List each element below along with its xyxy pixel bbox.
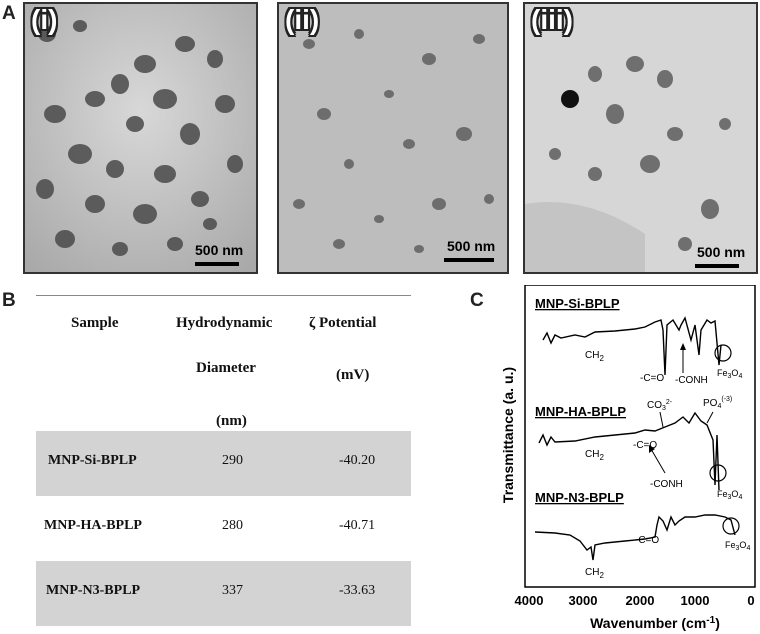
scale-bar — [195, 262, 239, 266]
peak-label-ch2: CH2 — [585, 449, 604, 462]
x-tick: 0 — [747, 593, 754, 608]
scale-text: 500 nm — [697, 244, 746, 260]
cell-sample: MNP-N3-BPLP — [46, 583, 141, 598]
header-zeta-1: ζ Potential — [309, 315, 377, 331]
peak-label-ch2: CH2 — [585, 567, 604, 580]
arrow-head — [649, 445, 655, 453]
cell-sample: MNP-Si-BPLP — [48, 453, 137, 468]
peak-label-co: -C=O — [633, 440, 657, 451]
panel-a-letter: A — [2, 3, 16, 24]
annotation-arrow — [650, 448, 666, 474]
peak-label-conh: -CONH — [675, 375, 708, 386]
scale-text: 500 nm — [195, 242, 244, 258]
properties-table: Sample Hydrodynamic Diameter (nm) ζ Pote… — [36, 295, 411, 630]
peak-label-co: -C=O — [635, 535, 659, 546]
table-top-rule — [36, 295, 411, 296]
header-zeta-2: (mV) — [336, 367, 370, 383]
header-diameter-2: Diameter — [196, 360, 256, 376]
cell-diameter: 280 — [222, 518, 243, 533]
fe3o4-circle — [722, 517, 740, 535]
tem-image-3: (iii) 500 nm — [523, 2, 758, 274]
tem-micrograph-2 — [279, 4, 507, 272]
panel-b-letter: B — [2, 290, 16, 311]
peak-label-po4: PO4(-3) — [703, 396, 732, 410]
image-label-ii: (ii) — [285, 4, 320, 35]
x-tick: 1000 — [681, 593, 710, 608]
tem-image-2: (ii) 500 nm — [277, 2, 509, 274]
spectrum-name: MNP-Si-BPLP — [535, 296, 620, 311]
scale-text: 500 nm — [447, 238, 496, 254]
table-row: MNP-Si-BPLP 290 -40.20 — [36, 431, 411, 496]
cell-zeta: -33.63 — [339, 583, 376, 598]
peak-label-conh: -CONH — [650, 479, 683, 490]
tem-image-1: (i) 500 nm — [23, 2, 258, 274]
tem-micrograph-1 — [25, 4, 256, 272]
peak-label-co3: CO32- — [647, 399, 673, 412]
peak-label-fe3o4: Fe3O4 — [717, 489, 742, 501]
header-diameter-3: (nm) — [216, 413, 247, 429]
spectrum-name: MNP-HA-BPLP — [535, 404, 626, 419]
spectrum-line-ha — [538, 411, 720, 491]
ir-spectra-plot: Transmittance (a. u.) 4000 3000 2000 100… — [500, 285, 756, 631]
annotation-line — [659, 411, 664, 428]
spectrum-line-si — [542, 316, 722, 376]
tem-micrograph-3 — [525, 4, 756, 272]
plot-frame — [524, 285, 756, 588]
cell-zeta: -40.71 — [339, 518, 376, 533]
x-tick: 3000 — [569, 593, 598, 608]
peak-label-co: -C=O — [640, 373, 664, 384]
spectrum-name: MNP-N3-BPLP — [535, 490, 624, 505]
peak-label-fe3o4: Fe3O4 — [725, 540, 750, 552]
scale-bar — [444, 258, 494, 262]
x-tick: 2000 — [626, 593, 655, 608]
image-label-i: (i) — [31, 4, 58, 35]
scale-bar — [695, 264, 739, 268]
panel-c-letter: C — [470, 290, 484, 311]
peak-label-ch2: CH2 — [585, 350, 604, 363]
y-axis-label: Transmittance (a. u.) — [500, 367, 516, 503]
header-diameter-1: Hydrodynamic — [176, 315, 273, 331]
fe3o4-circle — [714, 344, 732, 362]
x-axis-label: Wavenumber (cm-1) — [590, 615, 720, 631]
peak-label-fe3o4: Fe3O4 — [717, 368, 742, 380]
cell-diameter: 290 — [222, 453, 243, 468]
table-row: MNP-N3-BPLP 337 -33.63 — [36, 561, 411, 626]
cell-diameter: 337 — [222, 583, 243, 598]
arrow-head — [680, 343, 686, 350]
cell-zeta: -40.20 — [339, 453, 376, 468]
fe3o4-circle — [709, 464, 727, 482]
spectrum-line-n3 — [534, 514, 736, 561]
annotation-line — [706, 411, 714, 424]
header-sample: Sample — [71, 315, 119, 331]
x-tick: 4000 — [515, 593, 544, 608]
image-label-iii: (iii) — [531, 4, 573, 35]
table-row: MNP-HA-BPLP 280 -40.71 — [36, 496, 411, 561]
cell-sample: MNP-HA-BPLP — [44, 518, 142, 533]
